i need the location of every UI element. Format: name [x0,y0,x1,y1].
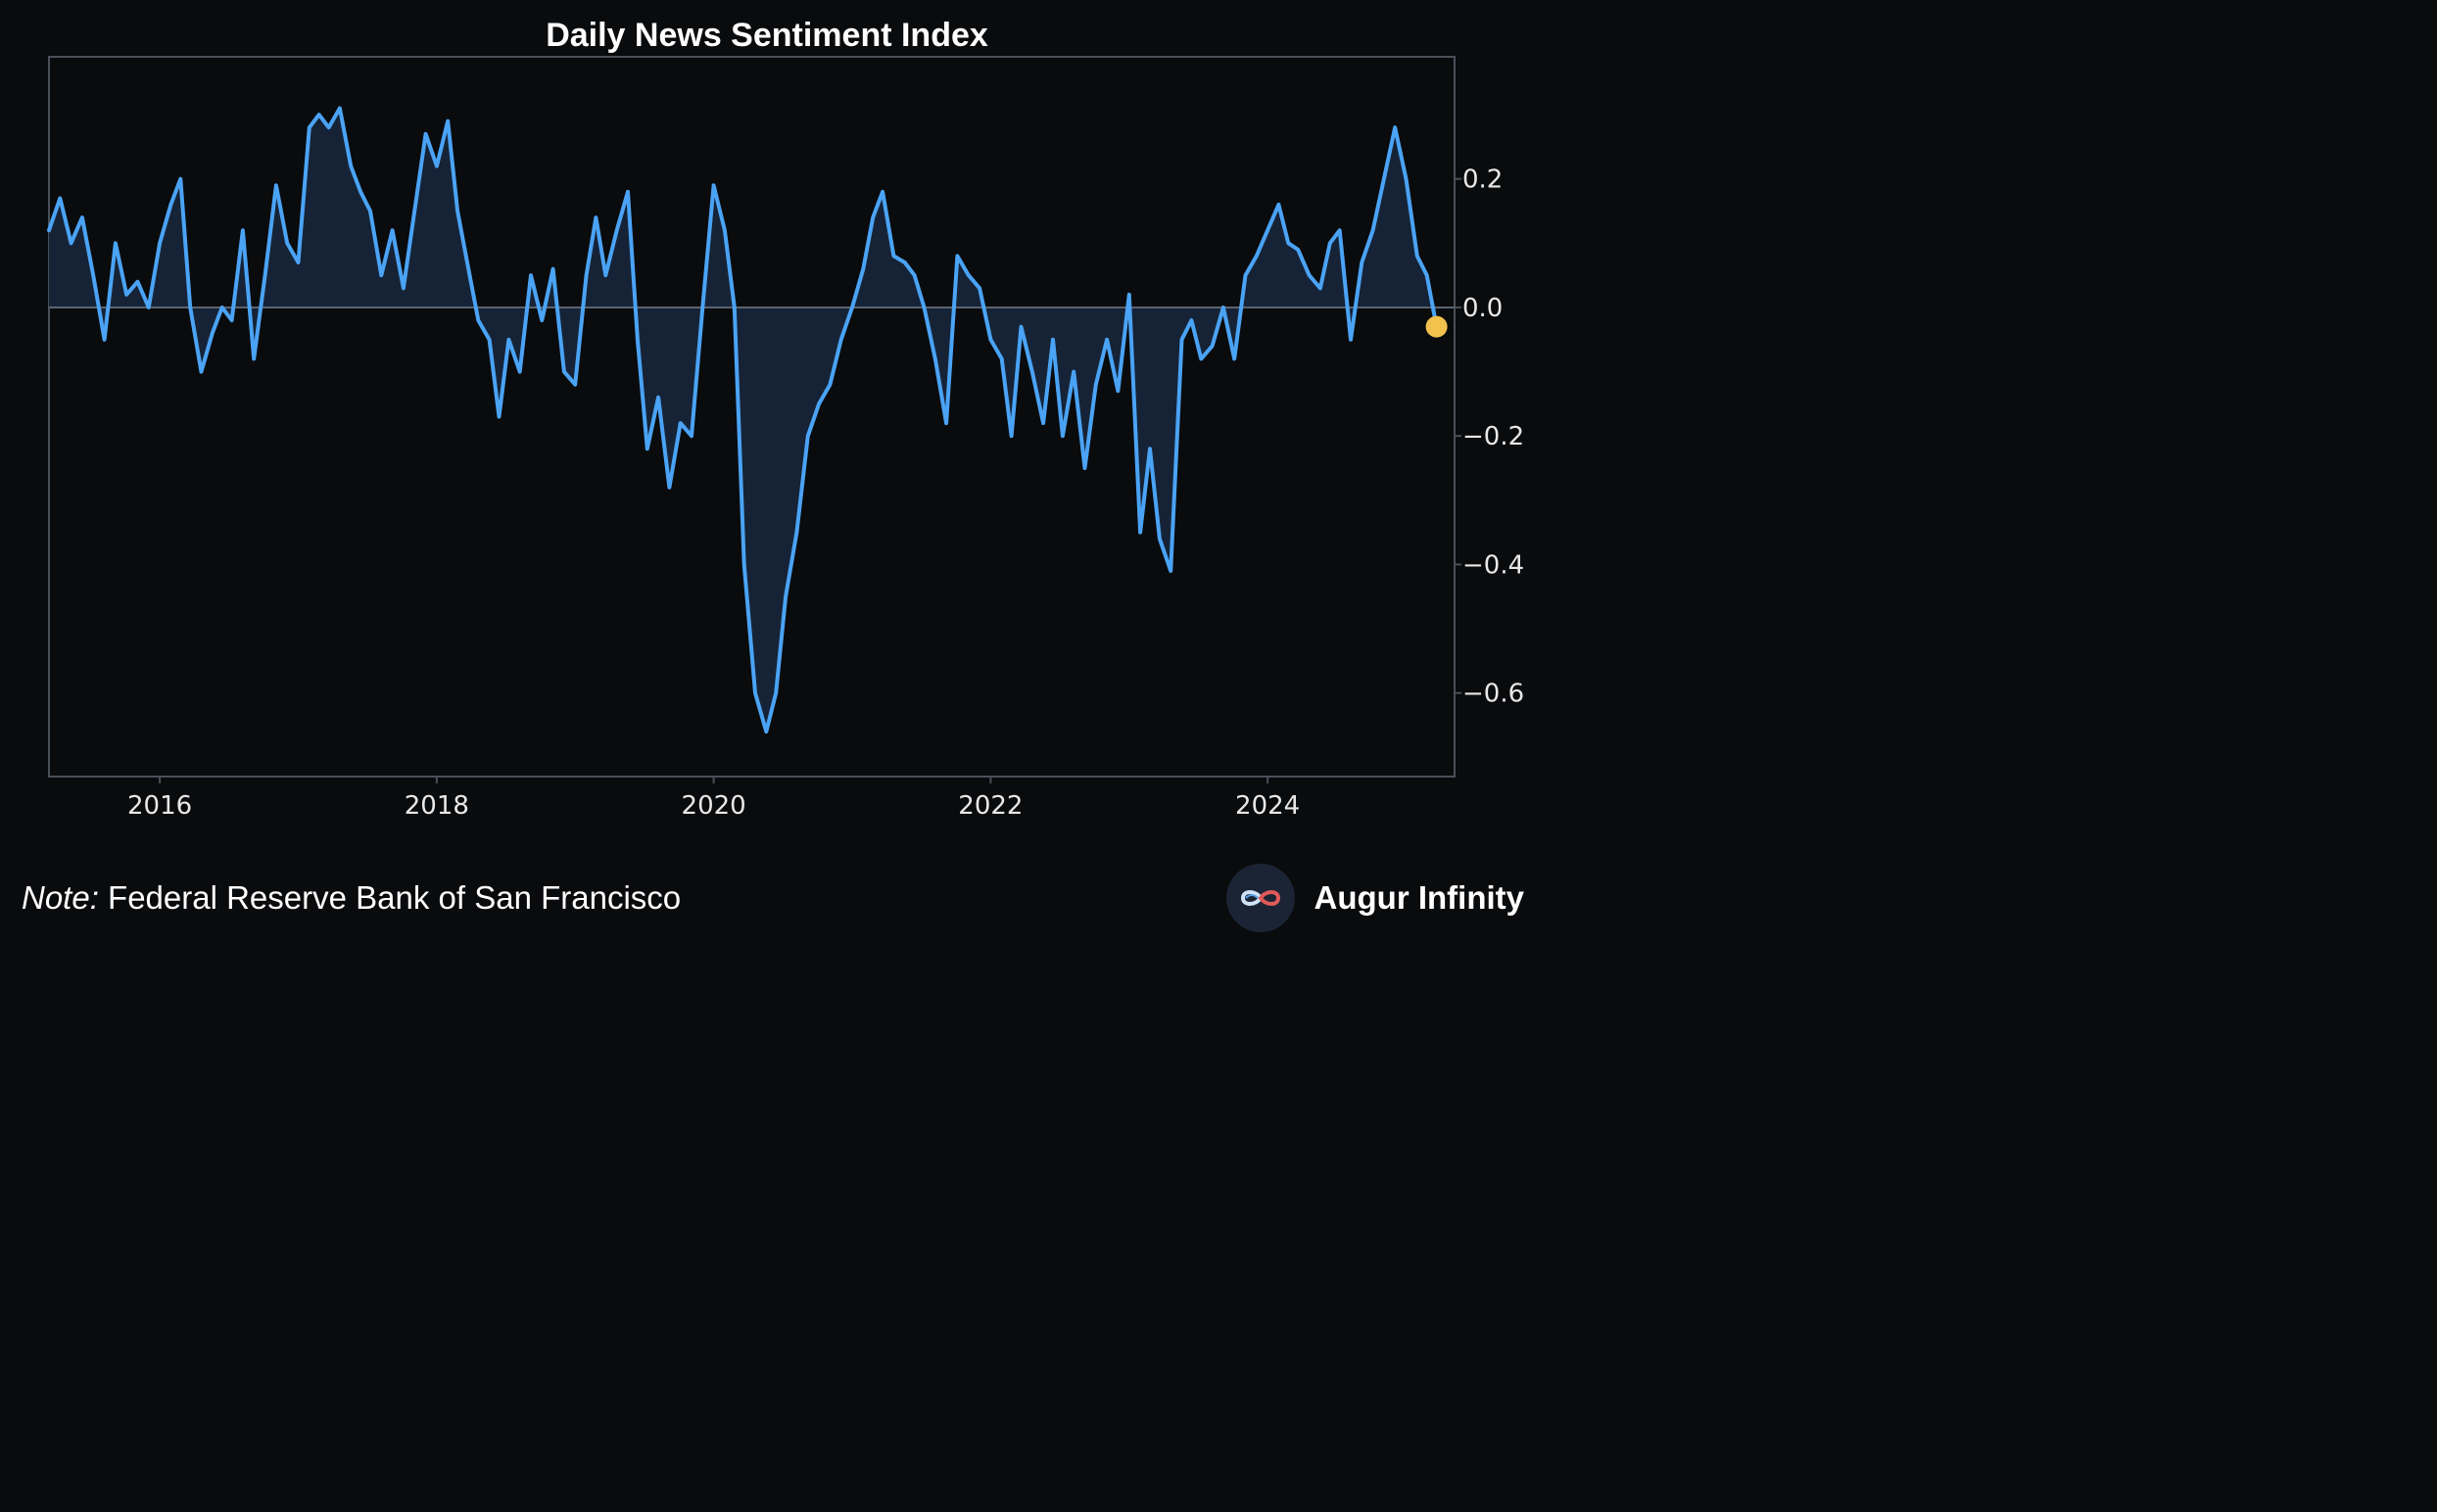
x-tick-label: 2018 [405,791,469,821]
x-axis: 2016 2018 2020 2022 2024 [127,777,1300,821]
x-tick-label: 2022 [958,791,1023,821]
x-tick-label: 2020 [682,791,746,821]
note-label: Note: [22,879,99,916]
sentiment-chart: Daily News Sentiment Index 0.2 0.0 −0.2 −0.… [47,17,1524,821]
y-tick-label: −0.2 [1462,422,1524,451]
y-tick-label: −0.6 [1462,680,1524,709]
sentiment-line [47,106,1439,734]
infinity-logo-icon [1225,864,1295,932]
y-tick-label: −0.4 [1462,550,1524,580]
marker-layer [1425,315,1448,338]
x-tick-label: 2016 [127,791,192,821]
chart-title: Daily News Sentiment Index [546,17,988,54]
area-layer [49,108,1437,732]
last-point-marker [1425,315,1448,338]
y-tick-label: 0.2 [1462,165,1503,195]
y-tick-label: 0.0 [1462,294,1503,323]
plot-frame [48,56,1456,778]
footer-note: Note: Federal Reserve Bank of San Franci… [22,879,681,917]
brand: Augur Infinity [1225,864,1524,932]
note-text: Federal Reserve Bank of San Francisco [98,879,682,916]
line-layer [47,106,1439,734]
brand-name: Augur Infinity [1314,879,1524,916]
x-tick-label: 2024 [1235,791,1300,821]
y-axis: 0.2 0.0 −0.2 −0.4 −0.6 [1455,165,1524,709]
sentiment-area [49,108,1437,732]
